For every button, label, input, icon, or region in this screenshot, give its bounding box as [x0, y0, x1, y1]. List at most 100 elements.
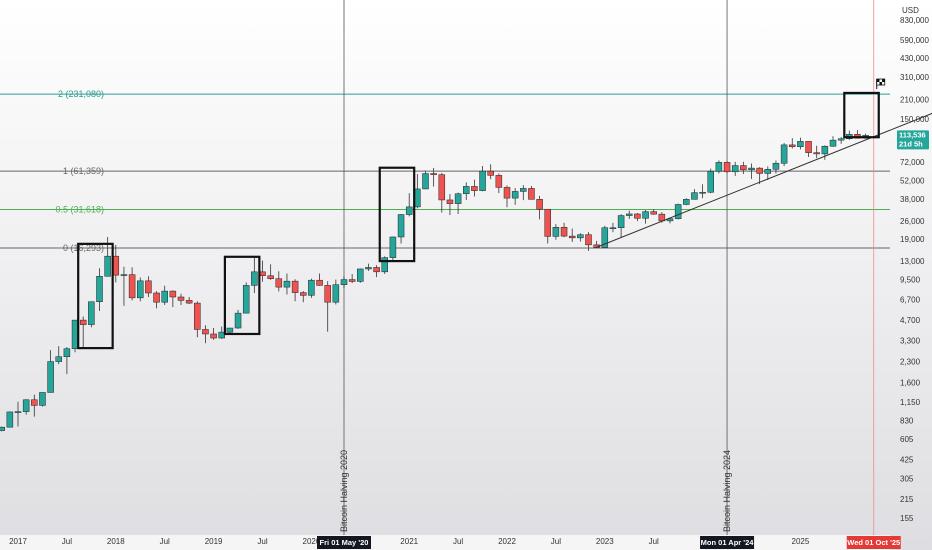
candle[interactable]	[821, 145, 829, 155]
candle[interactable]	[300, 292, 307, 296]
candle[interactable]	[609, 227, 617, 229]
candle[interactable]	[96, 276, 103, 302]
candle[interactable]	[780, 144, 788, 164]
candle[interactable]	[226, 327, 234, 333]
candle[interactable]	[511, 191, 519, 199]
candle[interactable]	[666, 218, 674, 222]
candles[interactable]	[0, 130, 869, 463]
candle[interactable]	[128, 274, 136, 299]
candle[interactable]	[674, 204, 682, 219]
candle[interactable]	[185, 300, 193, 304]
candle[interactable]	[397, 214, 405, 238]
candle[interactable]	[104, 255, 111, 277]
candle[interactable]	[528, 188, 535, 200]
candle[interactable]	[626, 213, 633, 216]
candle[interactable]	[731, 165, 739, 173]
candle[interactable]	[405, 206, 413, 215]
candle[interactable]	[389, 236, 397, 258]
annotations[interactable]	[77, 78, 932, 350]
candle[interactable]	[650, 211, 657, 215]
candle[interactable]	[560, 226, 568, 237]
candle[interactable]	[764, 169, 772, 174]
candle[interactable]	[88, 301, 95, 325]
candle[interactable]	[242, 285, 250, 314]
candle[interactable]	[772, 163, 780, 170]
candle[interactable]	[813, 152, 820, 155]
candle[interactable]	[194, 302, 201, 330]
candle[interactable]	[585, 234, 592, 246]
candle[interactable]	[348, 279, 356, 282]
candle[interactable]	[340, 279, 348, 285]
candle[interactable]	[324, 285, 331, 303]
highlight-box[interactable]	[378, 166, 416, 263]
candle[interactable]	[707, 171, 714, 193]
candle[interactable]	[0, 426, 5, 431]
candle[interactable]	[218, 331, 225, 339]
candle[interactable]	[691, 192, 698, 200]
candle[interactable]	[308, 279, 315, 296]
candle[interactable]	[463, 186, 470, 195]
candle[interactable]	[316, 279, 323, 286]
candle[interactable]	[642, 211, 649, 219]
candle[interactable]	[430, 173, 437, 175]
candle[interactable]	[47, 361, 54, 393]
candle[interactable]	[161, 290, 168, 303]
candle[interactable]	[357, 268, 364, 282]
candle[interactable]	[568, 235, 576, 239]
candle[interactable]	[422, 173, 429, 190]
candle[interactable]	[153, 292, 160, 303]
candle[interactable]	[805, 141, 812, 153]
time-axis[interactable]: 2017 Jul 2018 Jul 2019 Jul 2020 2021 Jul 2022 Jul 2…	[0, 535, 932, 550]
candle[interactable]	[634, 213, 641, 219]
candle[interactable]	[283, 280, 291, 288]
candle[interactable]	[365, 267, 372, 270]
candle[interactable]	[756, 167, 763, 174]
candle[interactable]	[837, 138, 845, 141]
candle[interactable]	[22, 399, 30, 412]
candle[interactable]	[145, 280, 152, 294]
candle[interactable]	[617, 215, 625, 228]
candle[interactable]	[177, 296, 185, 301]
candle[interactable]	[210, 333, 217, 339]
candle[interactable]	[789, 144, 796, 147]
candle[interactable]	[601, 227, 609, 248]
candle[interactable]	[79, 319, 87, 325]
price-axis[interactable]: USD 830,000 590,000 430,000 310,000 210,000 1…	[897, 6, 929, 523]
candle[interactable]	[536, 199, 543, 210]
candle[interactable]	[454, 193, 462, 204]
candle[interactable]	[495, 175, 503, 188]
candle[interactable]	[487, 170, 494, 176]
candle[interactable]	[797, 141, 804, 147]
candle[interactable]	[683, 199, 690, 205]
highlight-box[interactable]	[77, 242, 114, 350]
candle[interactable]	[6, 411, 14, 428]
highlight-box[interactable]	[843, 91, 880, 139]
candle[interactable]	[552, 226, 560, 237]
candle[interactable]	[715, 162, 723, 172]
candle[interactable]	[234, 312, 242, 329]
trend-line[interactable]	[596, 94, 932, 248]
candle[interactable]	[39, 392, 46, 406]
candle[interactable]	[748, 167, 755, 171]
candle[interactable]	[699, 191, 706, 194]
candle[interactable]	[446, 199, 454, 204]
candle[interactable]	[373, 267, 380, 273]
candle[interactable]	[544, 208, 551, 237]
candle[interactable]	[169, 290, 177, 298]
candle[interactable]	[251, 271, 258, 286]
candle[interactable]	[120, 274, 128, 276]
candle[interactable]	[438, 174, 446, 201]
candle[interactable]	[63, 348, 71, 357]
candle[interactable]	[267, 275, 274, 279]
candle[interactable]	[55, 356, 62, 362]
candle[interactable]	[202, 329, 209, 335]
candle[interactable]	[577, 234, 584, 239]
candle[interactable]	[31, 399, 38, 406]
candle[interactable]	[740, 165, 747, 171]
candle[interactable]	[520, 188, 527, 192]
candle[interactable]	[479, 170, 486, 191]
highlight-box[interactable]	[223, 255, 261, 336]
candle[interactable]	[14, 411, 22, 413]
candle[interactable]	[291, 280, 299, 293]
